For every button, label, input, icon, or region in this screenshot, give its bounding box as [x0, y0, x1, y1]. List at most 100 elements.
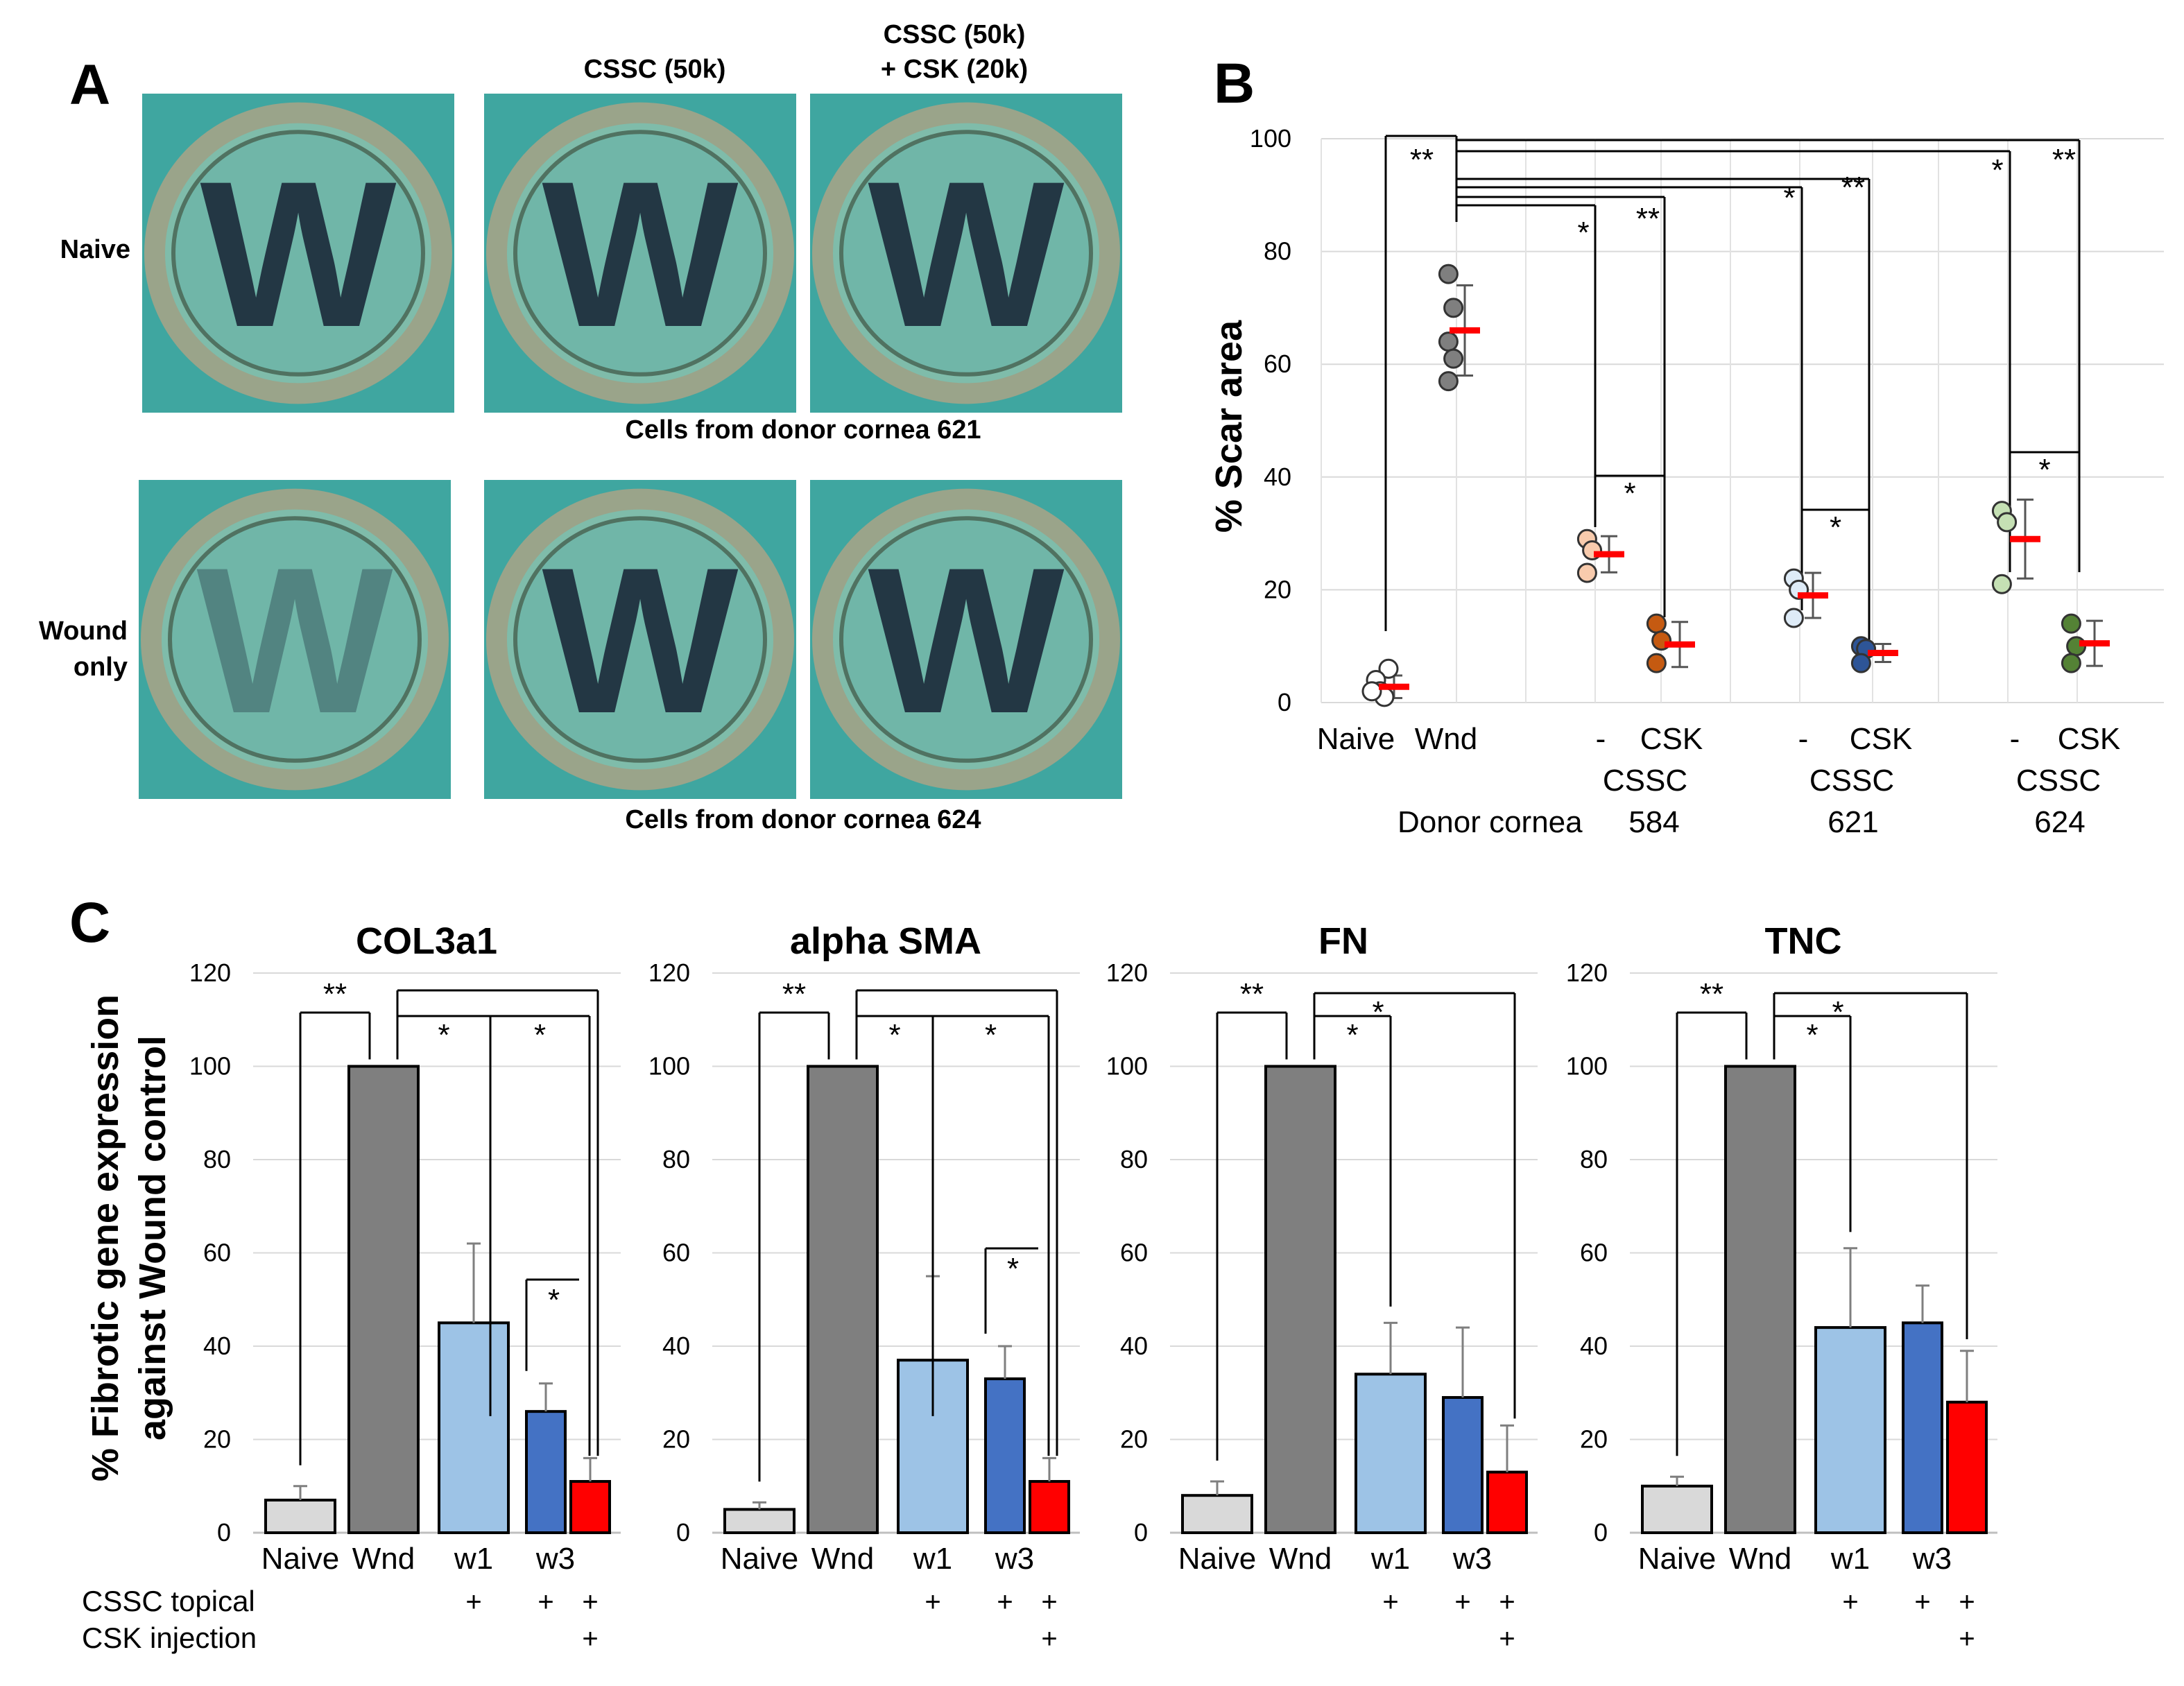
c-category-label: Naive [1178, 1542, 1257, 1576]
b-cssc-label: CSSC [1603, 764, 1687, 798]
c-ytick-label: 120 [1106, 958, 1148, 987]
c-bar [1724, 1065, 1796, 1534]
col-header-cssc: CSSC (50k) [584, 55, 726, 84]
c-bar [984, 1377, 1026, 1534]
treatment-csk-label: CSK injection [82, 1622, 257, 1654]
c-plus-mark: + [1959, 1624, 1975, 1654]
photo-naive-letter: W [200, 137, 398, 370]
b-ytick-label: 60 [1264, 350, 1291, 378]
b-sig-label: ** [1636, 202, 1660, 236]
c-bar [1029, 1480, 1070, 1534]
b-sig-label: * [1991, 153, 2003, 187]
row-label-wound-line1: Wound [39, 617, 128, 646]
b-point [1991, 574, 2012, 594]
c-sig-label: * [1832, 995, 1843, 1029]
b-point [1438, 332, 1459, 352]
c-category-label: w3 [995, 1542, 1034, 1576]
c-bar [1355, 1373, 1427, 1534]
b-sig-label: * [1577, 216, 1589, 250]
c-plus-mark: + [997, 1587, 1013, 1617]
b-category-label: - [1798, 722, 1809, 756]
c-sig-label: * [1372, 995, 1384, 1029]
panel-c-letter: C [69, 891, 110, 954]
c-bar [1264, 1065, 1336, 1534]
c-bar [1486, 1470, 1528, 1534]
c-bar [438, 1321, 510, 1534]
c-category-label: Naive [721, 1542, 799, 1576]
c-bar [723, 1508, 796, 1534]
c-plus-mark: + [1382, 1587, 1398, 1617]
c-ytick-label: 0 [1594, 1518, 1608, 1547]
b-category-label: CSK [2058, 722, 2120, 756]
b-point [1378, 658, 1399, 679]
b-group-4 [1783, 568, 1828, 628]
caption-donor-624: Cells from donor cornea 624 [625, 805, 981, 834]
photo-wound-cssc-csk-cornea-inner [839, 516, 1093, 763]
c-plus-mark: + [538, 1587, 553, 1617]
b-sig-label: ** [2052, 143, 2076, 177]
c-ytick-label: 100 [648, 1052, 690, 1081]
c-ytick-label: 60 [1580, 1239, 1608, 1267]
c-ytick-label: 0 [1134, 1518, 1148, 1547]
b-point [1646, 613, 1667, 634]
c-ytick-label: 20 [662, 1425, 690, 1454]
c-bar [347, 1065, 420, 1534]
c-ytick-label: 80 [662, 1145, 690, 1173]
b-category-label: - [2010, 722, 2020, 756]
b-category-label: Naive [1317, 722, 1395, 756]
b-category-label: CSK [1640, 722, 1703, 756]
b-sig-label: * [1783, 181, 1795, 215]
row-label-wound-line2: only [74, 653, 128, 682]
b-point [1783, 608, 1804, 628]
b-group-7 [2061, 613, 2110, 673]
c-ytick-label: 100 [1566, 1052, 1608, 1081]
c-ytick-label: 40 [1580, 1332, 1608, 1360]
c-plus-mark: + [1914, 1587, 1930, 1617]
c-bar [1902, 1321, 1943, 1534]
c-category-label: Wnd [1269, 1542, 1332, 1576]
c-category-label: Naive [1638, 1542, 1717, 1576]
panel-c-ylabel-line2: against Wound control [132, 1035, 173, 1440]
b-sig-label: ** [1841, 171, 1865, 205]
c-bar [1181, 1494, 1253, 1534]
c-bar [807, 1065, 879, 1534]
c-plus-mark: + [1499, 1587, 1515, 1617]
c-ytick-label: 80 [203, 1145, 231, 1173]
c-category-label: w3 [1912, 1542, 1952, 1576]
b-cssc-label: CSSC [2016, 764, 2101, 798]
c-sig-label: * [438, 1018, 449, 1052]
c-ytick-label: 0 [676, 1518, 690, 1547]
c-plus-mark: + [1454, 1587, 1470, 1617]
c-category-label: w1 [1830, 1542, 1870, 1576]
photo-naive-cssc-csk: W [810, 94, 1122, 413]
panel-c: C % Fibrotic gene expression against Wou… [69, 891, 1997, 1654]
b-point [1646, 653, 1667, 673]
c-bar [1946, 1400, 1988, 1534]
b-point [1438, 371, 1459, 392]
c-sig-label: * [1346, 1018, 1358, 1052]
photo-naive-cornea-inner [171, 130, 425, 377]
photo-wound-cssc-csk: W [810, 480, 1122, 799]
b-sig-label: * [1830, 510, 1841, 544]
c-bar [1814, 1326, 1886, 1534]
b-category-label: Wnd [1415, 722, 1477, 756]
c-category-label: Wnd [352, 1542, 415, 1576]
c-chart-title: TNC [1765, 920, 1842, 962]
c-chart-title: FN [1318, 920, 1368, 962]
b-category-label: - [1596, 722, 1606, 756]
c-ytick-label: 20 [203, 1425, 231, 1454]
b-category-label: CSK [1850, 722, 1912, 756]
c-ytick-label: 20 [1580, 1425, 1608, 1454]
treatment-cssc-label: CSSC topical [82, 1585, 255, 1617]
panel-b-letter: B [1214, 52, 1255, 115]
c-category-label: w3 [1452, 1542, 1492, 1576]
b-donor-id: 584 [1628, 805, 1679, 839]
c-plus-mark: + [1842, 1587, 1858, 1617]
b-point [1997, 512, 2018, 533]
c-plus-mark: + [1499, 1624, 1515, 1654]
c-bar [569, 1480, 611, 1534]
b-point [1438, 264, 1459, 284]
c-plus-mark: + [925, 1587, 940, 1617]
